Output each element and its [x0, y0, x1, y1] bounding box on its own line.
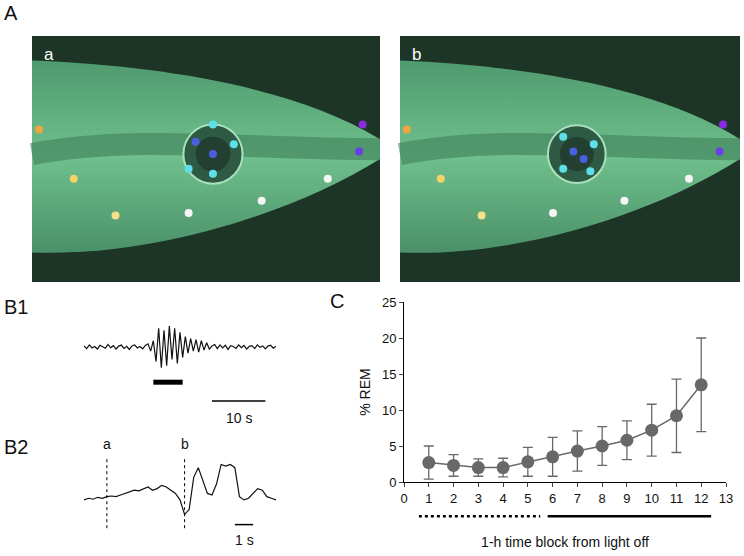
svg-text:6: 6	[549, 491, 556, 506]
svg-text:a: a	[103, 436, 111, 452]
svg-text:3: 3	[475, 491, 482, 506]
html-text:B2: B2	[4, 436, 29, 458]
svg-text:a: a	[44, 45, 54, 64]
html-text:B1: B1	[4, 296, 29, 318]
html-text:C: C	[330, 290, 345, 312]
html-text:A: A	[4, 2, 18, 24]
svg-text:b: b	[181, 436, 189, 452]
svg-text:12: 12	[694, 491, 708, 506]
svg-text:% REM: % REM	[357, 368, 373, 415]
svg-text:5: 5	[389, 439, 396, 454]
svg-text:b: b	[412, 45, 421, 64]
svg-text:4: 4	[499, 491, 506, 506]
svg-text:1 s: 1 s	[235, 532, 254, 548]
svg-text:1-h time block from light off: 1-h time block from light off	[481, 534, 649, 550]
svg-text:2: 2	[450, 491, 457, 506]
svg-text:25: 25	[382, 295, 396, 310]
svg-text:10: 10	[644, 491, 658, 506]
svg-text:11: 11	[670, 491, 684, 506]
svg-text:1: 1	[425, 491, 432, 506]
svg-text:13: 13	[719, 491, 733, 506]
svg-text:0: 0	[389, 475, 396, 490]
svg-text:9: 9	[623, 491, 630, 506]
svg-text:10: 10	[382, 403, 396, 418]
svg-text:7: 7	[574, 491, 581, 506]
svg-text:10 s: 10 s	[226, 410, 252, 426]
svg-text:20: 20	[382, 331, 396, 346]
svg-text:0: 0	[400, 491, 407, 506]
svg-text:5: 5	[524, 491, 531, 506]
svg-text:8: 8	[599, 491, 606, 506]
svg-text:15: 15	[382, 367, 396, 382]
